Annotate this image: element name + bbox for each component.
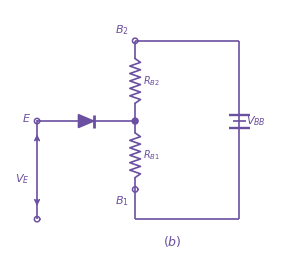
Text: $(b)$: $(b)$ (163, 234, 182, 249)
Polygon shape (78, 115, 94, 128)
Text: $E$: $E$ (22, 112, 31, 124)
Text: $R_{B1}$: $R_{B1}$ (143, 148, 161, 162)
Text: $R_{B2}$: $R_{B2}$ (143, 74, 161, 88)
Text: $B_2$: $B_2$ (115, 23, 129, 37)
Text: $V_{BB}$: $V_{BB}$ (246, 114, 266, 128)
Text: $B_1$: $B_1$ (115, 194, 129, 208)
Polygon shape (132, 118, 138, 124)
Text: $V_E$: $V_E$ (15, 172, 30, 186)
